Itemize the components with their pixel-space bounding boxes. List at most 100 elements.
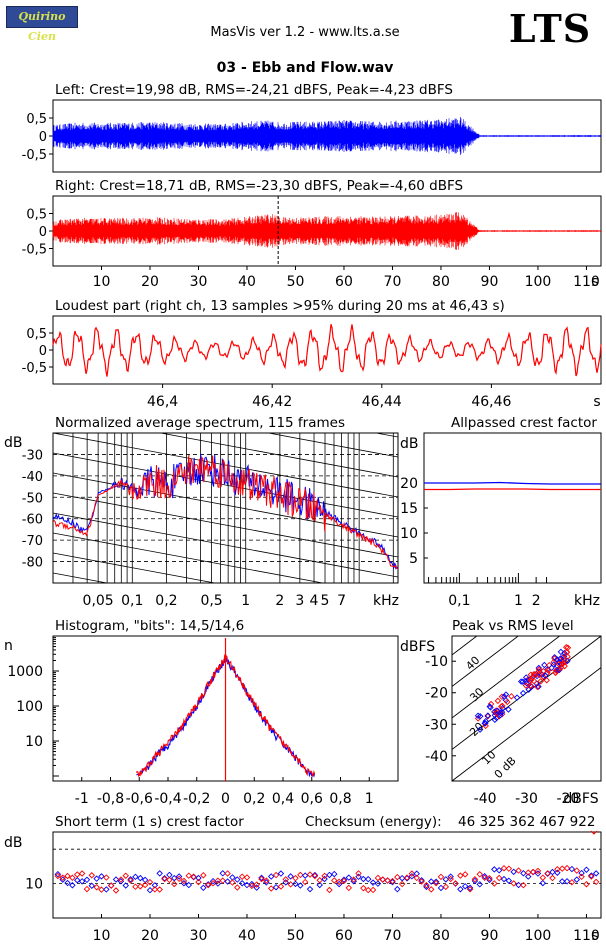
shortcrest-point (311, 871, 319, 879)
peakrms-point (486, 703, 493, 710)
shortcrest-point (491, 866, 498, 873)
spectrum-slope-lines (53, 433, 398, 583)
shortcrest-point (267, 885, 275, 892)
shortcrest-point (234, 884, 241, 891)
shortcrest-point (452, 880, 459, 887)
peakrms-point (496, 709, 504, 717)
peakrms-frame (451, 635, 602, 782)
shortcrest-point (588, 872, 595, 879)
shortcrest-point (287, 873, 294, 880)
spectrum-xtick-label: 4 (310, 593, 319, 609)
shortcrest-point (520, 870, 527, 877)
shortcrest-ytick-label: 10 (25, 877, 43, 893)
shortcrest-point (122, 882, 129, 889)
shortcrest-point (350, 876, 357, 883)
shortcrest-point (272, 883, 280, 891)
shortcrest-point (263, 877, 270, 884)
shortcrest-point (481, 874, 488, 882)
peakrms-point (561, 662, 568, 670)
shortcrest-point (88, 872, 96, 879)
shortcrest-point (263, 879, 270, 886)
shortcrest-point (588, 873, 595, 880)
app-title: MasVis ver 1.2 - www.lts.a.se (210, 25, 400, 40)
peakrms-point (499, 702, 506, 710)
right-channel-xtick-label: 90 (481, 274, 499, 290)
shortcrest-point (500, 875, 508, 883)
peakrms-point (501, 693, 508, 700)
shortcrest-point (418, 878, 425, 885)
shortcrest-point (64, 879, 71, 887)
peakrms-point (482, 717, 489, 725)
shortcrest-point (93, 884, 100, 891)
peakrms-point (522, 677, 530, 685)
histogram-xtick-label: -0,6 (126, 791, 153, 807)
shortcrest-point (592, 870, 600, 877)
peakrms-point (553, 667, 561, 674)
shortcrest-point (74, 871, 81, 878)
shortcrest-point (583, 880, 590, 888)
shortcrest-point (253, 881, 260, 888)
checksum-label: Checksum (energy): (305, 814, 442, 830)
shortcrest-point (461, 883, 469, 890)
spectrum-xtick-label: 0,2 (155, 593, 177, 609)
shortcrest-point (321, 875, 328, 883)
shortcrest-point (83, 885, 91, 893)
shortcrest-point (573, 867, 580, 874)
shortcrest-point (447, 875, 454, 883)
shortcrest-point (277, 870, 285, 877)
shortcrest-point (204, 881, 212, 889)
shortcrest-point (345, 884, 353, 892)
peakrms-point (494, 697, 502, 705)
shortcrest-point (316, 881, 323, 889)
spectrum-title: Normalized average spectrum, 115 frames (55, 415, 345, 431)
peakrms-point (513, 694, 521, 701)
allpass-xtick-label: 0,1 (448, 593, 470, 609)
histogram-ytick-label: 1000 (7, 664, 43, 680)
spectrum-frame (52, 432, 399, 584)
shortcrest-point (69, 882, 76, 889)
peakrms-point (564, 653, 571, 660)
shortcrest-point (54, 872, 62, 880)
shortcrest-point (69, 874, 76, 881)
right-channel-xtick-label: 30 (190, 274, 208, 290)
shortcrest-point (369, 886, 377, 894)
shortcrest-point (331, 870, 338, 878)
shortcrest-xtick-label: 60 (335, 928, 353, 944)
shortcrest-point (122, 872, 129, 879)
lts-brand: LTS (508, 6, 592, 51)
shortcrest-point (151, 886, 159, 893)
shortcrest-point (117, 876, 125, 883)
shortcrest-point (486, 875, 493, 882)
shortcrest-point (554, 866, 561, 873)
shortcrest-point (200, 872, 207, 879)
shortcrest-xtick-label: 80 (432, 928, 450, 944)
shortcrest-xtick-label: 110 (573, 928, 600, 944)
peakrms-point (484, 712, 492, 719)
shortcrest-point (112, 876, 120, 883)
shortcrest-xtick-label: 100 (525, 928, 552, 944)
shortcrest-point (355, 873, 362, 881)
spectrum-xtick-label: 1 (241, 593, 250, 609)
peakrms-xtick-label: -40 (474, 791, 497, 807)
peakrms-point (541, 672, 549, 679)
shortcrest-point (151, 882, 159, 889)
shortcrest-point (292, 874, 299, 882)
shortcrest-xtick-label: 70 (384, 928, 402, 944)
shortcrest-point (403, 874, 411, 881)
shortcrest-point (364, 875, 372, 883)
shortcrest-point (200, 884, 207, 892)
peakrms-point (535, 664, 543, 672)
allpass-line-right (424, 488, 601, 491)
shortcrest-point (442, 883, 450, 891)
shortcrest-point (248, 880, 256, 888)
shortcrest-point (297, 882, 304, 889)
histogram-xtick-label: -0,4 (154, 791, 181, 807)
shortcrest-point (340, 876, 348, 883)
shortcrest-point (156, 870, 163, 877)
peakrms-point (557, 655, 565, 662)
peakrms-point (487, 700, 495, 708)
shortcrest-xtick-label: 30 (190, 928, 208, 944)
shortcrest-point (326, 886, 333, 894)
shortcrest-point (471, 876, 479, 883)
peakrms-point (517, 678, 525, 685)
